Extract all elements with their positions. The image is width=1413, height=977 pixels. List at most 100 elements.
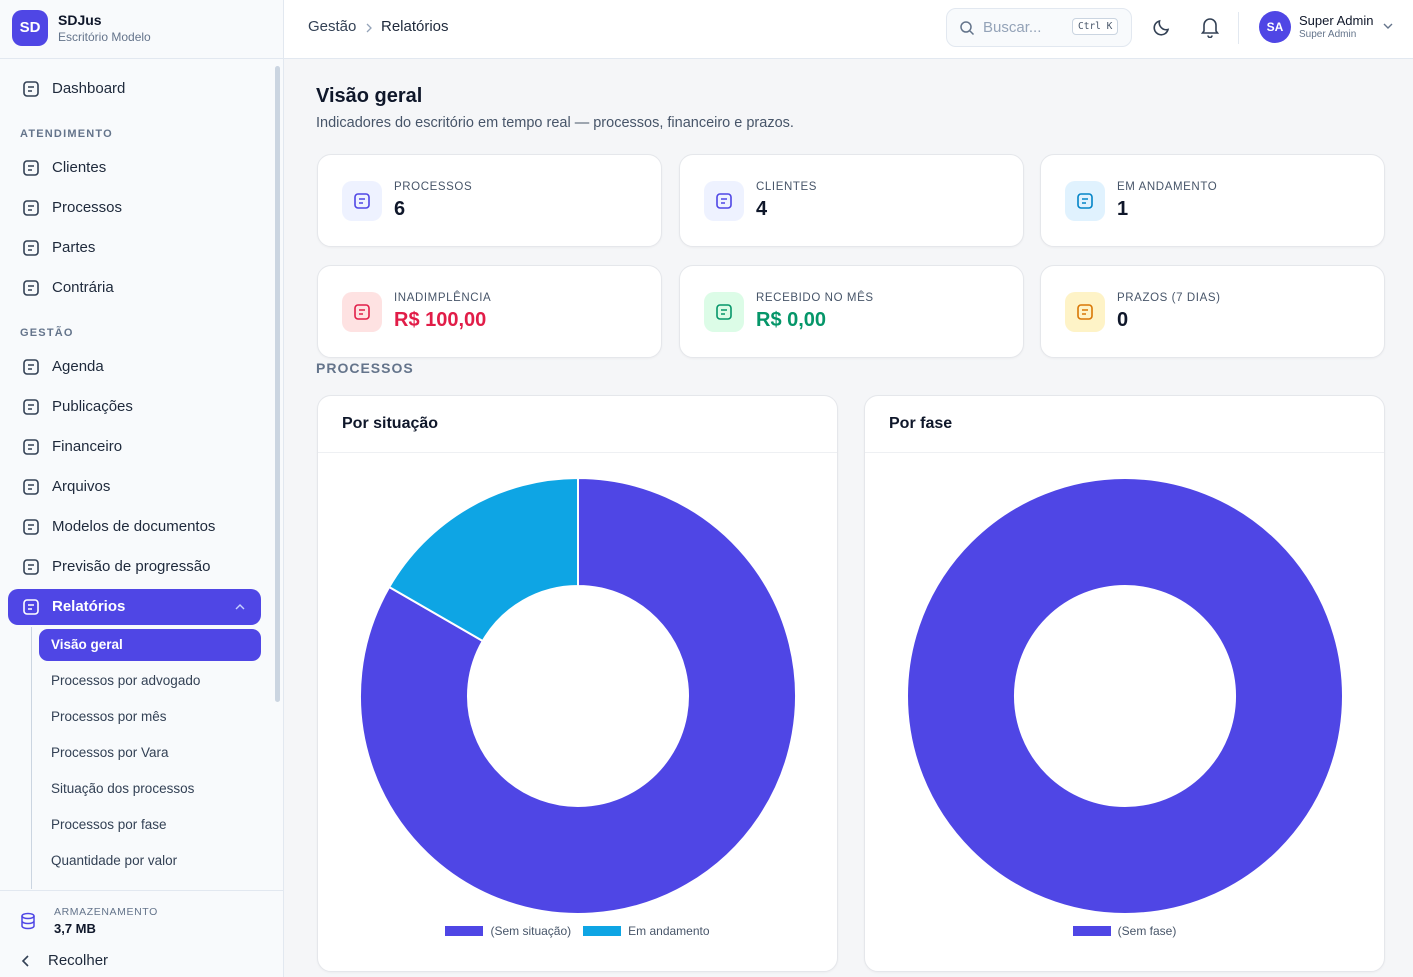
- nav-icon: [23, 160, 39, 176]
- nav-item[interactable]: Processos: [52, 199, 123, 216]
- icon-shape: [721, 198, 727, 204]
- icon-shape: [23, 359, 39, 375]
- submenu-item[interactable]: Visão geral: [51, 637, 123, 652]
- nav-item[interactable]: Dashboard: [52, 80, 126, 97]
- search-icon: [960, 21, 975, 36]
- stat-value: 6: [394, 198, 406, 220]
- nav-icon: [23, 81, 39, 97]
- icon-shape: [23, 599, 39, 615]
- submenu-line: [31, 627, 32, 889]
- search-box[interactable]: Buscar... Ctrl K: [946, 8, 1132, 47]
- submenu-item[interactable]: Processos por mês: [51, 709, 167, 724]
- legend: (Sem situação) Em andamento: [318, 924, 837, 938]
- collapse-button[interactable]: Recolher: [48, 952, 109, 969]
- legend-item[interactable]: (Sem fase): [1072, 924, 1176, 938]
- submenu-item[interactable]: Processos por fase: [51, 817, 167, 832]
- nav-item[interactable]: Arquivos: [52, 478, 111, 495]
- user-menu-chevron[interactable]: [1382, 21, 1394, 31]
- brand-name: SDJus: [58, 12, 102, 28]
- user-role: Super Admin: [1299, 29, 1357, 40]
- stat-card: EM ANDAMENTO 1: [1040, 154, 1385, 247]
- icon-shape: [1082, 198, 1088, 204]
- submenu-item[interactable]: Processos por Vara: [51, 745, 169, 760]
- nav-icon: [716, 304, 732, 320]
- nav-item[interactable]: Relatórios: [52, 598, 126, 615]
- nav-heading: GESTÃO: [20, 327, 74, 339]
- user-avatar[interactable]: SA: [1259, 11, 1291, 43]
- legend-item[interactable]: Em andamento: [583, 924, 710, 938]
- nav-item[interactable]: Clientes: [52, 159, 107, 176]
- stat-icon: [704, 181, 744, 221]
- collapse-icon[interactable]: [19, 953, 33, 969]
- nav-item[interactable]: Partes: [52, 239, 96, 256]
- stat-icon: [1065, 292, 1105, 332]
- nav-icon: [23, 359, 39, 375]
- icon-shape: [28, 245, 34, 251]
- breadcrumb-item[interactable]: Gestão: [308, 18, 357, 35]
- legend-swatch: [583, 926, 622, 936]
- icon-shape: [28, 285, 34, 291]
- icon-shape: [23, 399, 39, 415]
- submenu-item[interactable]: Processos por advogado: [51, 673, 201, 688]
- stat-icon: [342, 292, 382, 332]
- chart-card: Por fase (Sem fase): [864, 395, 1385, 972]
- stat-card: PRAZOS (7 DIAS) 0: [1040, 265, 1385, 358]
- stat-icon: [342, 181, 382, 221]
- donut-slice: [359, 476, 797, 915]
- theme-toggle[interactable]: [1152, 17, 1172, 37]
- nav-item[interactable]: Previsão de progressão: [52, 558, 211, 575]
- stat-card: INADIMPLÊNCIA R$ 100,00: [317, 265, 662, 358]
- nav-item[interactable]: Contrária: [52, 279, 114, 296]
- icon-shape: [1077, 193, 1093, 209]
- notifications[interactable]: [1200, 16, 1220, 38]
- icon-shape: [359, 198, 365, 204]
- stat-label: INADIMPLÊNCIA: [394, 292, 492, 304]
- legend-item[interactable]: (Sem situação): [445, 924, 571, 938]
- icon-shape: [28, 524, 34, 530]
- stat-label: PROCESSOS: [394, 181, 473, 193]
- icon-shape: [28, 86, 34, 92]
- legend-swatch: [445, 926, 484, 936]
- nav-icon: [716, 193, 732, 209]
- chart: [906, 476, 1344, 916]
- icon-shape: [23, 160, 39, 176]
- donut-slice: [906, 476, 1344, 916]
- legend: (Sem fase): [865, 924, 1384, 938]
- legend-swatch: [1072, 926, 1111, 936]
- nav-active-bg: [8, 589, 261, 625]
- stat-label: PRAZOS (7 DIAS): [1117, 292, 1221, 304]
- nav-item[interactable]: Modelos de documentos: [52, 518, 216, 535]
- nav-item[interactable]: Agenda: [52, 358, 104, 375]
- icon-shape: [28, 404, 34, 410]
- storage-label: ARMAZENAMENTO: [54, 906, 158, 918]
- nav-item[interactable]: Financeiro: [52, 438, 123, 455]
- legend-label: Em andamento: [628, 924, 710, 938]
- stat-label: EM ANDAMENTO: [1117, 181, 1218, 193]
- submenu-active-bg: [39, 629, 261, 661]
- submenu-item[interactable]: Situação dos processos: [51, 781, 195, 796]
- icon-shape: [23, 519, 39, 535]
- donut-slice: [387, 476, 579, 643]
- stat-label: RECEBIDO NO MÊS: [756, 292, 874, 304]
- scrollbar: [275, 66, 280, 702]
- divider: [1238, 12, 1239, 44]
- stat-value: 4: [756, 198, 768, 220]
- icon-shape: [28, 444, 34, 450]
- divider: [0, 890, 283, 891]
- chart-header-divider: [318, 452, 837, 453]
- stat-value: 0: [1117, 309, 1129, 331]
- nav-item[interactable]: Publicações: [52, 398, 133, 415]
- chart: [359, 476, 797, 915]
- stat-value: 1: [1117, 198, 1129, 220]
- nav-icon: [354, 304, 370, 320]
- nav-chevron: [235, 604, 245, 610]
- icon-shape: [28, 484, 34, 490]
- submenu-item[interactable]: Quantidade por valor: [51, 853, 178, 868]
- stat-card: PROCESSOS 6: [317, 154, 662, 247]
- nav-icon: [354, 193, 370, 209]
- storage-value: 3,7 MB: [54, 921, 96, 936]
- breadcrumb-item: Relatórios: [381, 18, 449, 35]
- icon-shape: [23, 439, 39, 455]
- icon-shape: [23, 479, 39, 495]
